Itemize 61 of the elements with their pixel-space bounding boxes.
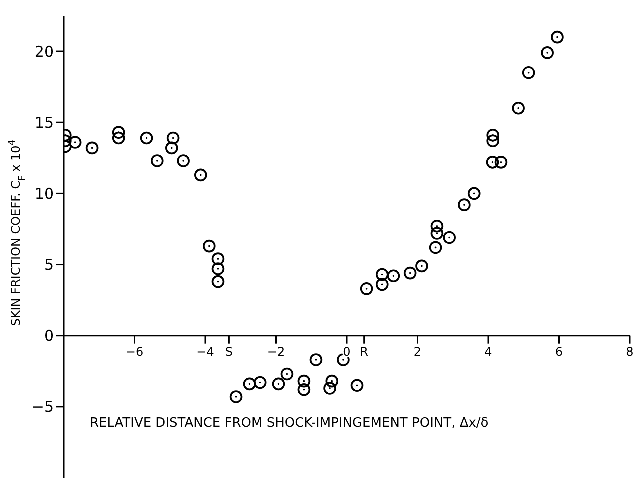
point bbox=[194, 168, 208, 182]
point bbox=[298, 374, 311, 388]
point bbox=[551, 30, 564, 44]
point bbox=[443, 231, 456, 244]
point bbox=[522, 66, 536, 80]
point bbox=[298, 383, 311, 396]
point bbox=[177, 154, 190, 168]
point bbox=[166, 132, 180, 145]
x-tick-label: S bbox=[225, 344, 234, 359]
point bbox=[387, 270, 400, 283]
point bbox=[376, 268, 389, 282]
x-tick-label: 6 bbox=[555, 344, 564, 359]
point bbox=[165, 142, 178, 155]
point bbox=[376, 278, 389, 292]
point bbox=[430, 227, 444, 240]
point bbox=[112, 132, 126, 145]
point bbox=[112, 126, 126, 139]
x-tick-label: −4 bbox=[196, 344, 214, 359]
x-tick-label: 4 bbox=[484, 344, 492, 359]
x-tick-label: R bbox=[360, 344, 369, 359]
y-tick-label: 20 bbox=[34, 42, 54, 61]
point bbox=[486, 129, 500, 142]
y-tick-label: 0 bbox=[44, 327, 54, 346]
point bbox=[202, 240, 216, 253]
x-tick-label: 2 bbox=[414, 344, 422, 359]
point bbox=[230, 390, 243, 404]
point bbox=[541, 46, 554, 60]
point bbox=[212, 262, 225, 276]
point bbox=[326, 374, 339, 388]
point bbox=[254, 376, 267, 390]
point bbox=[150, 154, 164, 168]
point bbox=[360, 282, 374, 296]
x-tick-label: −6 bbox=[126, 344, 144, 359]
point bbox=[458, 198, 471, 212]
y-tick-label: 10 bbox=[34, 185, 54, 204]
point bbox=[212, 275, 225, 288]
point bbox=[243, 378, 256, 391]
point bbox=[86, 142, 99, 155]
x-axis-title: RELATIVE DISTANCE FROM SHOCK-IMPINGEMENT POINT, Δx/δ bbox=[90, 416, 489, 431]
point bbox=[324, 382, 336, 395]
point bbox=[494, 156, 508, 169]
point bbox=[310, 354, 323, 366]
y-tick-label: −5 bbox=[32, 398, 54, 416]
y-tick-label: 5 bbox=[44, 256, 54, 274]
point bbox=[212, 252, 225, 266]
point bbox=[486, 156, 500, 169]
point bbox=[468, 187, 481, 200]
point bbox=[416, 260, 428, 273]
point bbox=[512, 102, 525, 115]
point bbox=[272, 378, 286, 391]
point bbox=[68, 136, 82, 149]
y-tick-label: 15 bbox=[34, 114, 54, 132]
point bbox=[404, 266, 417, 280]
point bbox=[429, 241, 442, 254]
x-tick-label: −2 bbox=[267, 344, 286, 359]
point bbox=[140, 132, 154, 145]
point bbox=[430, 220, 444, 233]
point bbox=[486, 134, 500, 148]
point bbox=[350, 379, 364, 392]
point bbox=[280, 368, 294, 381]
x-tick-label: 8 bbox=[626, 344, 634, 359]
